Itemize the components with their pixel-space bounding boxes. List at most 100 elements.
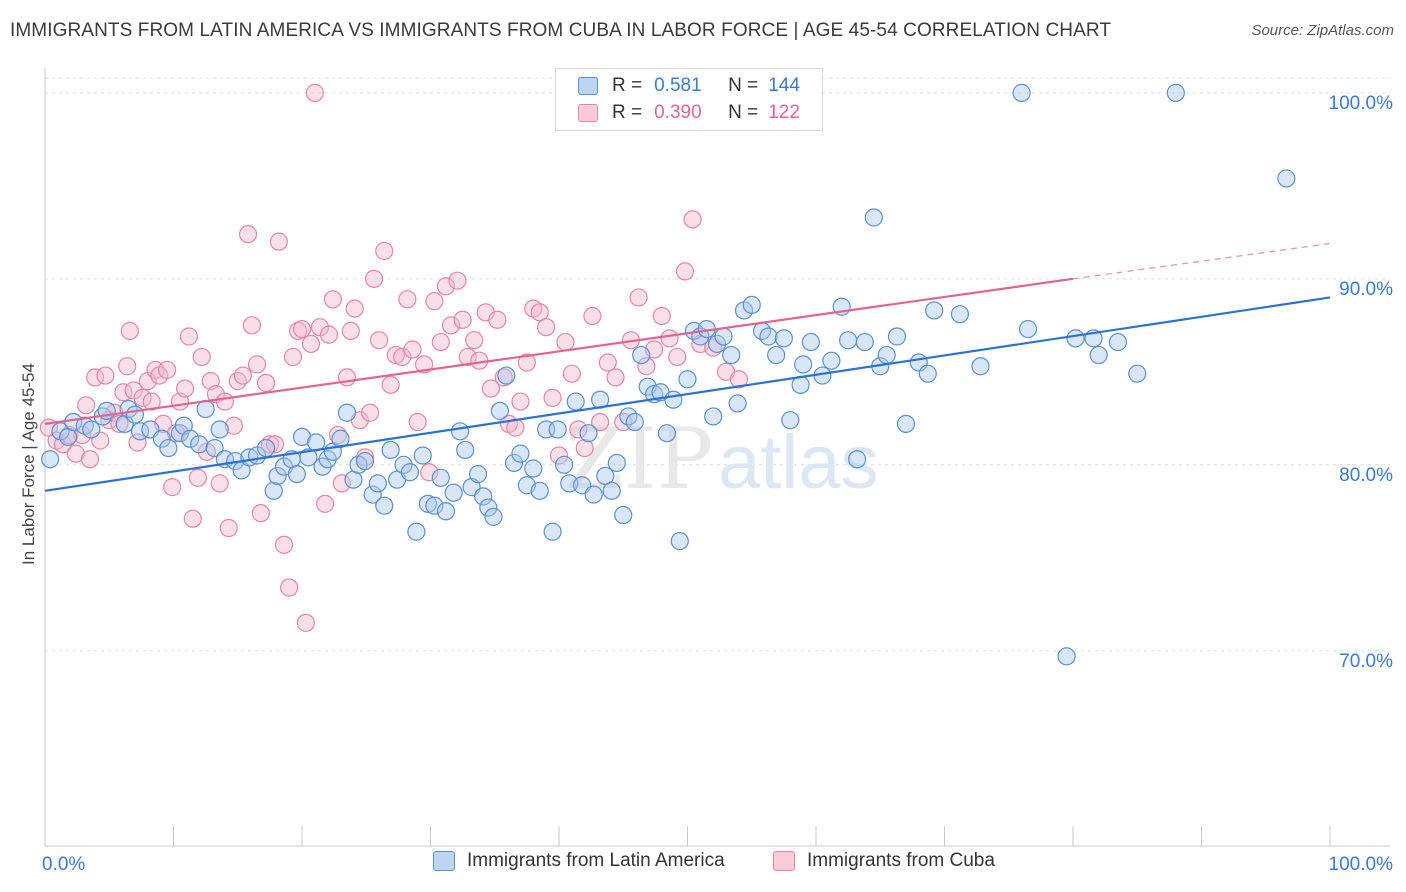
data-point-latin-america [41,450,60,469]
data-point-latin-america [468,464,488,484]
data-point-latin-america [670,531,689,551]
data-point-latin-america [714,327,733,346]
data-point-latin-america [394,455,413,474]
data-point-latin-america [801,332,820,352]
data-point-cuba [575,438,594,458]
data-point-cuba [448,271,467,290]
data-point-latin-america [1166,83,1185,102]
data-point-latin-america [497,366,516,385]
data-point-latin-america [450,422,470,441]
data-point-cuba [398,290,417,309]
data-point-cuba [283,347,303,367]
data-point-cuba [242,316,261,335]
trend-line-cuba-extension [1072,242,1331,280]
data-point-cuba [274,535,294,554]
data-point-cuba [118,357,137,376]
data-point-cuba [431,332,450,352]
legend-item-cuba: Immigrants from Cuba [773,850,995,872]
data-point-cuba [591,412,610,432]
data-point-latin-america [436,502,456,521]
data-point-latin-america [632,345,651,365]
data-point-cuba [219,518,238,538]
data-point-latin-america [368,474,387,493]
data-point-cuba [543,388,562,407]
data-point-cuba [215,392,234,411]
data-point-latin-america [678,370,697,389]
legend-swatch-blue [578,77,598,95]
data-point-latin-america [971,357,990,376]
legend-swatch-pink [578,104,598,122]
legend-row-latin-america: R = 0.581 N = 144 [578,73,800,99]
data-point-latin-america [474,487,493,506]
data-point-latin-america [355,451,375,471]
data-point-latin-america [794,355,813,374]
data-point-latin-america [152,429,172,448]
watermark-zip: ZIP [565,410,713,508]
data-point-latin-america [848,450,867,469]
source-note: Source: ZipAtlas.com [1251,22,1394,39]
data-point-cuba [110,414,129,433]
data-point-cuba [292,319,312,339]
data-point-latin-america [524,459,543,478]
legend-item-latin-america: Immigrants from Latin America [433,850,725,872]
x-tick-label-max: 100.0% [1329,854,1394,875]
data-point-latin-america [375,496,394,515]
data-point-cuba [511,392,530,411]
data-point-cuba [179,327,199,346]
data-point-latin-america [566,392,585,411]
data-point-cuba [683,210,702,229]
data-point-latin-america [511,444,530,463]
data-point-cuba [393,347,412,367]
legend-label-cuba: Immigrants from Cuba [807,850,995,871]
data-point-cuba [375,241,394,261]
data-point-latin-america [1012,83,1031,102]
data-point-cuba [228,372,247,391]
y-tick-label: 100.0% [1329,93,1394,114]
data-point-cuba [305,83,324,102]
data-point-cuba [80,450,100,469]
data-point-cuba [175,379,195,398]
data-point-cuba [296,613,315,632]
data-point-latin-america [400,463,420,482]
data-point-latin-america [774,329,793,348]
data-point-cuba [316,494,335,513]
data-point-cuba [562,364,581,383]
trend-line-latin-america [44,296,1331,492]
data-point-latin-america [925,301,944,320]
data-point-cuba [729,370,749,389]
data-point-latin-america [82,420,101,439]
data-point-latin-america [181,429,200,448]
data-point-cuba [598,353,617,372]
tick-labels: 70.0% 80.0% 90.0% 100.0% 0.0% 100.0% [42,93,1393,875]
data-point-latin-america [418,494,438,513]
data-point-latin-america [877,345,896,365]
data-point-cuba [345,299,364,318]
y-tick-label: 90.0% [1339,279,1393,300]
legend-r-label: R = [612,102,643,123]
legend-label-latin-america: Immigrants from Latin America [467,850,725,871]
data-point-cuba [629,288,648,307]
data-point-cuba [265,435,285,454]
data-point-cuba [280,578,299,597]
data-point-latin-america [1108,332,1128,352]
chart-title: IMMIGRANTS FROM LATIN AMERICA VS IMMIGRA… [10,20,1112,41]
data-point-latin-america [504,453,524,473]
data-point-cuba [337,368,357,387]
data-point-latin-america [256,438,276,458]
legend-r-label: R = [612,75,643,96]
trend-line-cuba [44,277,1074,425]
data-point-cuba [183,509,202,528]
data-point-cuba [233,366,252,385]
data-point-cuba [192,347,211,367]
data-point-latin-america [1066,329,1085,348]
data-point-latin-america [839,331,858,350]
data-point-cuba [583,306,602,326]
legend-n-value: 144 [768,75,800,96]
data-point-latin-america [855,332,874,352]
data-point-cuba [549,446,569,465]
data-point-latin-america [190,435,209,454]
data-point-latin-america [337,403,357,422]
data-point-latin-america [407,522,426,541]
data-point-latin-america [607,453,626,473]
